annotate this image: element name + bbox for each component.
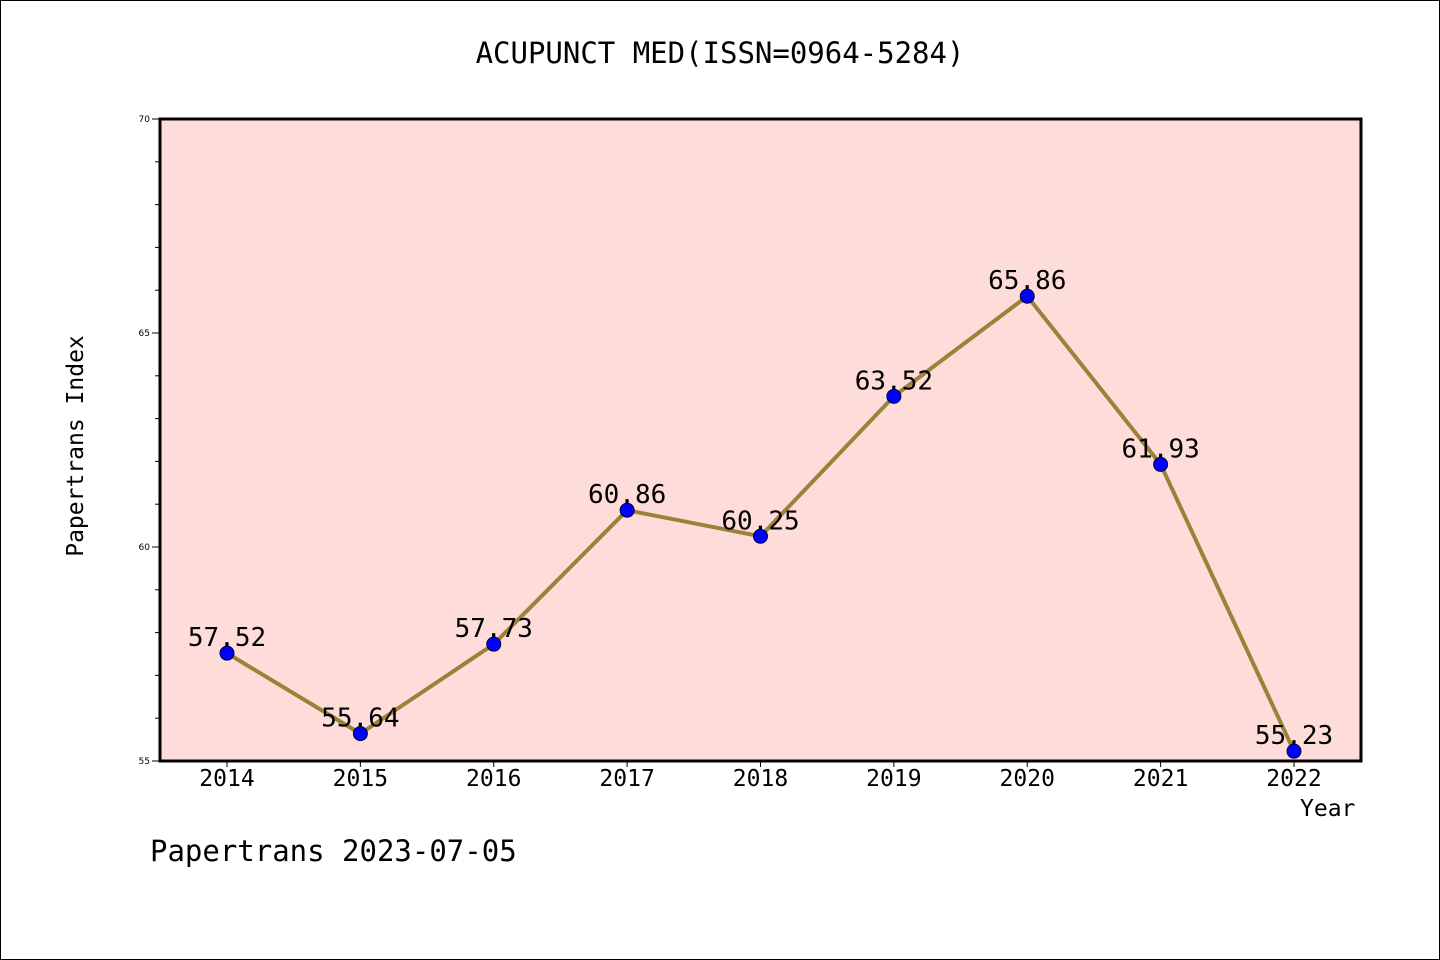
data-labels: 57.52 55.64 57.73 60.86 60.25 63.52 65.86 61.93… bbox=[188, 266, 1333, 751]
data-label: 57.73 bbox=[455, 614, 533, 644]
data-point bbox=[219, 645, 235, 661]
data-label: 63.52 bbox=[855, 366, 933, 396]
y-tick-label: 55 bbox=[139, 757, 150, 767]
data-point bbox=[619, 502, 635, 518]
data-point bbox=[1019, 288, 1035, 304]
data-points bbox=[219, 288, 1302, 759]
data-label: 65.86 bbox=[988, 266, 1066, 296]
x-axis: 2014 2015 2016 2017 2018 2019 2020 2021 2022 bbox=[199, 761, 1322, 792]
x-tick-label: 2020 bbox=[1000, 766, 1055, 792]
data-label: 61.93 bbox=[1121, 434, 1199, 464]
data-label: 60.86 bbox=[588, 480, 666, 510]
x-tick-label: 2019 bbox=[866, 766, 921, 792]
y-axis: 55 60 65 70 bbox=[139, 115, 160, 767]
plot-area bbox=[160, 119, 1361, 761]
chart-title: ACUPUNCT MED(ISSN=0964-5284) bbox=[475, 36, 965, 70]
data-point bbox=[1153, 456, 1169, 472]
data-point bbox=[486, 636, 502, 652]
data-point bbox=[352, 726, 368, 742]
x-tick-label: 2018 bbox=[733, 766, 788, 792]
x-tick-label: 2016 bbox=[466, 766, 521, 792]
footer-credit: Papertrans 2023-07-05 bbox=[150, 834, 517, 868]
x-tick-label: 2017 bbox=[599, 766, 654, 792]
plot-border bbox=[158, 117, 1363, 763]
data-label: 60.25 bbox=[721, 506, 799, 536]
x-tick-label: 2022 bbox=[1266, 766, 1321, 792]
x-tick-label: 2015 bbox=[333, 766, 388, 792]
data-label: 57.52 bbox=[188, 623, 266, 653]
x-tick-label: 2021 bbox=[1133, 766, 1188, 792]
data-point bbox=[1286, 743, 1302, 759]
y-tick-label: 65 bbox=[139, 329, 150, 339]
y-tick-label: 60 bbox=[139, 543, 151, 553]
data-point bbox=[753, 528, 768, 544]
data-label: 55.64 bbox=[321, 704, 399, 734]
data-point bbox=[886, 388, 902, 404]
x-axis-label: Year bbox=[1300, 796, 1356, 822]
y-tick-label: 70 bbox=[139, 115, 151, 125]
x-tick-label: 2014 bbox=[199, 766, 254, 792]
data-label: 55.23 bbox=[1255, 721, 1333, 751]
